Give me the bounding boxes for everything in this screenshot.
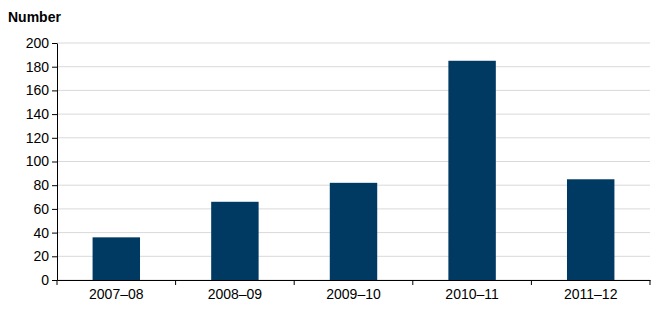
- y-tick-mark: [52, 43, 57, 44]
- x-tick-label: 2009–10: [326, 286, 381, 302]
- y-tick: 140: [26, 106, 57, 122]
- y-tick-mark: [52, 233, 57, 234]
- y-tick-mark: [52, 67, 57, 68]
- y-tick-label: 20: [33, 248, 49, 264]
- x-tick: 2011–12: [564, 280, 618, 302]
- y-tick: 60: [33, 201, 57, 217]
- y-tick-mark: [52, 114, 57, 115]
- bar: [211, 202, 258, 280]
- grid-line: [57, 90, 650, 91]
- y-tick: 40: [33, 225, 57, 241]
- grid-line: [57, 66, 650, 67]
- y-tick-label: 120: [26, 130, 50, 146]
- y-tick: 100: [26, 153, 57, 169]
- bars: [93, 61, 615, 280]
- x-tick-label: 2007–08: [89, 286, 144, 302]
- y-tick-label: 160: [26, 82, 50, 98]
- chart: 0 20 40 60 80 100 120 140 160 180 200 2007–08 2008–0…: [0, 0, 658, 314]
- x-separator: [412, 280, 413, 285]
- grid-line: [57, 137, 650, 138]
- bar: [330, 183, 377, 280]
- y-tick-mark: [52, 209, 57, 210]
- plot: 0 20 40 60 80 100 120 140 160 180 200 2007–08 2008–0…: [26, 35, 651, 302]
- bar: [567, 179, 614, 280]
- x-tick: 2007–08: [89, 280, 144, 302]
- x-axis-line: [58, 280, 651, 281]
- x-separator: [650, 280, 651, 285]
- y-tick-mark: [52, 280, 57, 281]
- y-tick-label: 180: [26, 59, 50, 75]
- y-tick-label: 60: [33, 201, 49, 217]
- y-tick-label: 0: [41, 272, 49, 288]
- y-axis: 0 20 40 60 80 100 120 140 160 180 200: [26, 35, 58, 288]
- y-tick-label: 80: [33, 177, 49, 193]
- bar: [448, 61, 495, 280]
- x-tick-label: 2008–09: [208, 286, 263, 302]
- y-tick-label: 140: [26, 106, 50, 122]
- x-tick: 2010–11: [445, 280, 499, 302]
- y-tick-mark: [52, 185, 57, 186]
- y-axis-title: Number: [8, 9, 61, 25]
- y-tick-mark: [52, 138, 57, 139]
- bar: [93, 237, 140, 280]
- y-tick-mark: [52, 256, 57, 257]
- grid-line: [57, 114, 650, 115]
- y-tick-label: 40: [33, 225, 49, 241]
- x-separator: [531, 280, 532, 285]
- y-tick-label: 100: [26, 153, 50, 169]
- y-tick-mark: [52, 162, 57, 163]
- grid-line: [57, 161, 650, 162]
- y-tick: 80: [33, 177, 57, 193]
- y-tick-label: 200: [26, 35, 50, 51]
- x-separators: [57, 280, 650, 285]
- y-axis-line: [57, 44, 58, 281]
- y-tick-mark: [52, 90, 57, 91]
- x-tick: 2009–10: [326, 280, 381, 302]
- x-separator: [175, 280, 176, 285]
- y-tick: 160: [26, 82, 57, 98]
- y-tick: 180: [26, 59, 57, 75]
- grid: [57, 43, 650, 280]
- y-tick: 0: [41, 272, 57, 288]
- y-tick: 200: [26, 35, 57, 51]
- x-separator: [57, 280, 58, 285]
- x-axis: 2007–08 2008–09 2009–10 2010–11 2011–12: [57, 280, 651, 302]
- x-tick: 2008–09: [208, 280, 263, 302]
- x-tick-label: 2010–11: [445, 286, 499, 302]
- x-tick-label: 2011–12: [564, 286, 618, 302]
- x-separator: [294, 280, 295, 285]
- y-tick: 20: [33, 248, 57, 264]
- grid-line: [57, 43, 650, 44]
- y-tick: 120: [26, 130, 57, 146]
